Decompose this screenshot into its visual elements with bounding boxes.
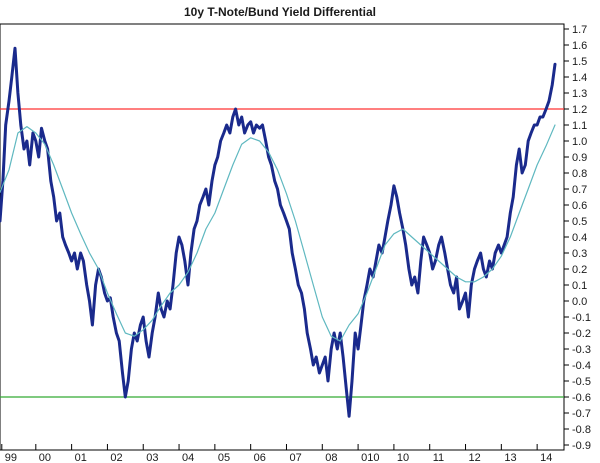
- x-tick-label: 12: [469, 452, 481, 463]
- y-tick-label: -0.8: [572, 424, 591, 436]
- y-tick-label: -0.6: [572, 392, 591, 404]
- y-tick-label: 0.0: [572, 296, 587, 308]
- y-tick-label: 0.6: [572, 200, 587, 212]
- y-tick-label: 0.8: [572, 168, 587, 180]
- y-tick-label: 1.1: [572, 120, 587, 132]
- y-tick-label: 1.3: [572, 88, 587, 100]
- x-tick-label: 10: [397, 452, 409, 463]
- y-tick-label: 1.5: [572, 56, 587, 68]
- y-tick-label: 1.0: [572, 136, 587, 148]
- y-tick-label: -0.7: [572, 408, 591, 420]
- plot-frame: [0, 23, 565, 451]
- y-tick-label: 0.4: [572, 232, 587, 244]
- y-tick-label: 0.7: [572, 184, 587, 196]
- x-tick-label: 05: [218, 452, 230, 463]
- y-tick-label: 1.7: [572, 24, 587, 36]
- series-line-primary: [0, 46, 557, 418]
- x-tick-label: 06: [254, 452, 266, 463]
- x-tick-label: 03: [146, 452, 158, 463]
- x-tick-label: 04: [182, 452, 194, 463]
- y-tick-label: 1.4: [572, 72, 587, 84]
- x-tick-label: 07: [289, 452, 301, 463]
- y-tick-label: -0.1: [572, 312, 591, 324]
- y-tick-label: 1.6: [572, 40, 587, 52]
- x-tick-label: 01: [75, 452, 87, 463]
- series-line-moving-average: [0, 124, 556, 342]
- y-tick-label: 0.1: [572, 280, 587, 292]
- y-tick-label: -0.5: [572, 376, 591, 388]
- y-tick-label: -0.2: [572, 328, 591, 340]
- x-tick-label: 99: [5, 452, 17, 463]
- y-tick-label: -0.4: [572, 360, 591, 372]
- x-tick-label: 010: [361, 452, 379, 463]
- chart-title: 10y T-Note/Bund Yield Differential: [184, 5, 376, 19]
- x-tick-label: 14: [540, 452, 552, 463]
- y-tick-label: 0.5: [572, 216, 587, 228]
- y-tick-label: 1.2: [572, 104, 587, 116]
- y-tick-label: -0.3: [572, 344, 591, 356]
- x-tick-label: 11: [433, 452, 444, 463]
- x-tick-label: 00: [39, 452, 51, 463]
- x-tick-label: 02: [110, 452, 122, 463]
- y-tick-label: 0.3: [572, 248, 587, 260]
- y-tick-label: -0.9: [572, 440, 591, 452]
- x-tick-label: 13: [504, 452, 516, 463]
- y-tick-label: 0.9: [572, 152, 587, 164]
- x-tick-label: 08: [325, 452, 337, 463]
- y-tick-label: 0.2: [572, 264, 587, 276]
